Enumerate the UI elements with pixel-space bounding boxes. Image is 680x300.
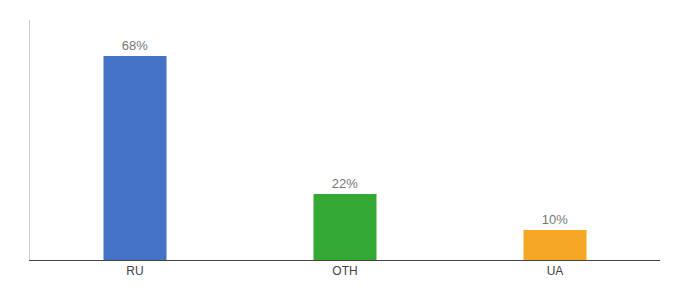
svg-text:10%: 10% bbox=[542, 212, 568, 227]
svg-text:UA: UA bbox=[547, 264, 564, 278]
svg-text:22%: 22% bbox=[332, 176, 358, 191]
svg-text:RU: RU bbox=[126, 264, 143, 278]
svg-text:OTH: OTH bbox=[332, 264, 357, 278]
svg-text:68%: 68% bbox=[122, 38, 148, 53]
